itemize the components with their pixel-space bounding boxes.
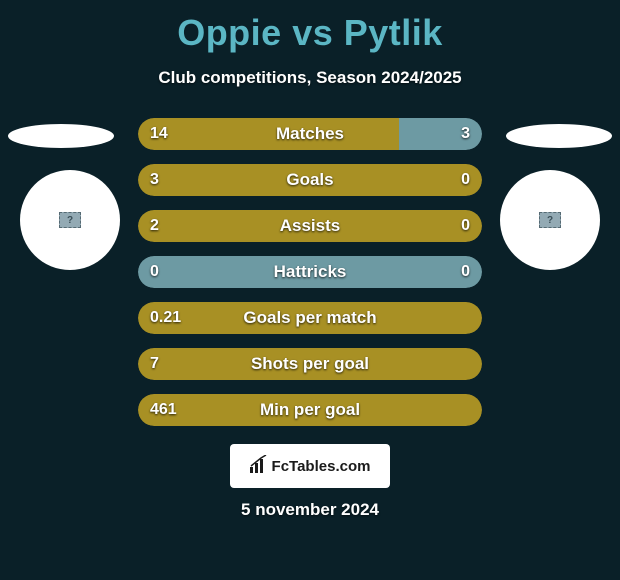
stat-row: Shots per goal7 — [138, 348, 482, 380]
stat-bar-left-segment — [138, 256, 310, 288]
stat-row: Assists20 — [138, 210, 482, 242]
attribution-badge: FcTables.com — [230, 444, 390, 488]
attribution-text: FcTables.com — [272, 458, 371, 475]
stat-bar-left-segment — [138, 394, 482, 426]
stat-row: Goals30 — [138, 164, 482, 196]
stat-bar-bg — [138, 164, 482, 196]
stat-bar-bg — [138, 118, 482, 150]
stat-bar-bg — [138, 256, 482, 288]
stat-row: Matches143 — [138, 118, 482, 150]
stat-value-left: 0.21 — [150, 302, 181, 334]
snapshot-date: 5 november 2024 — [0, 500, 620, 520]
stat-value-left: 3 — [150, 164, 159, 196]
stat-value-right: 0 — [461, 256, 470, 288]
stat-bar-left-segment — [138, 164, 482, 196]
flag-placeholder-icon — [539, 212, 561, 228]
stat-value-left: 0 — [150, 256, 159, 288]
player-left-ellipse — [8, 124, 114, 148]
stat-bar-left-segment — [138, 118, 399, 150]
stat-bar-bg — [138, 302, 482, 334]
stat-row: Min per goal461 — [138, 394, 482, 426]
stat-value-left: 2 — [150, 210, 159, 242]
stat-bars-container: Matches143Goals30Assists20Hattricks00Goa… — [138, 118, 482, 440]
stat-bar-bg — [138, 210, 482, 242]
stat-bar-bg — [138, 348, 482, 380]
stat-row: Goals per match0.21 — [138, 302, 482, 334]
stat-value-left: 7 — [150, 348, 159, 380]
player-right-avatar — [500, 170, 600, 270]
flag-placeholder-icon — [59, 212, 81, 228]
stat-bar-left-segment — [138, 210, 482, 242]
comparison-subtitle: Club competitions, Season 2024/2025 — [0, 68, 620, 88]
stat-value-right: 3 — [461, 118, 470, 150]
stat-value-left: 14 — [150, 118, 168, 150]
stat-value-left: 461 — [150, 394, 177, 426]
attribution-logo-icon — [250, 455, 268, 478]
stat-row: Hattricks00 — [138, 256, 482, 288]
stat-value-right: 0 — [461, 210, 470, 242]
stat-value-right: 0 — [461, 164, 470, 196]
stat-bar-left-segment — [138, 302, 482, 334]
stat-bar-bg — [138, 394, 482, 426]
player-right-ellipse — [506, 124, 612, 148]
player-left-avatar — [20, 170, 120, 270]
stat-bar-left-segment — [138, 348, 482, 380]
comparison-title: Oppie vs Pytlik — [0, 0, 620, 54]
stat-bar-right-segment — [310, 256, 482, 288]
